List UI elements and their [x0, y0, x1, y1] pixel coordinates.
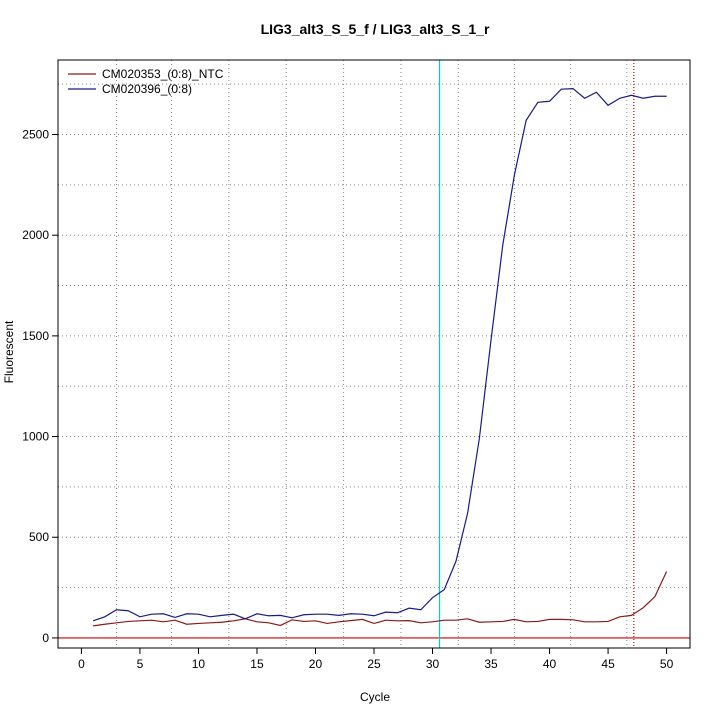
y-tick-label: 0 — [42, 631, 49, 645]
y-tick-label: 1000 — [22, 430, 49, 444]
legend-label: CM020396_(0:8) — [102, 82, 192, 96]
y-tick-label: 500 — [29, 530, 49, 544]
x-tick-label: 25 — [367, 657, 381, 671]
x-tick-label: 35 — [484, 657, 498, 671]
x-tick-label: 15 — [250, 657, 264, 671]
x-tick-label: 0 — [78, 657, 85, 671]
x-axis: 0 5 10 15 20 25 30 35 40 45 50 — [78, 647, 674, 671]
x-tick-label: 5 — [137, 657, 144, 671]
y-tick-label: 2000 — [22, 228, 49, 242]
y-axis: 0 500 1000 1500 2000 2500 — [22, 128, 59, 645]
series-line-2 — [92, 87, 667, 622]
x-tick-label: 45 — [601, 657, 615, 671]
x-tick-label: 40 — [543, 657, 557, 671]
x-tick-label: 20 — [309, 657, 323, 671]
legend-label: CM020353_(0:8)_NTC — [102, 67, 224, 81]
y-tick-label: 2500 — [22, 128, 49, 142]
y-tick-label: 1500 — [22, 329, 49, 343]
x-tick-label: 10 — [192, 657, 206, 671]
plot-frame — [57, 59, 691, 649]
x-tick-label: 30 — [426, 657, 440, 671]
x-axis-label: Cycle — [360, 690, 390, 704]
reference-lines — [58, 60, 690, 648]
series-line-1 — [93, 571, 668, 627]
x-tick-label: 50 — [660, 657, 674, 671]
y-axis-label: Fluorescent — [2, 320, 16, 383]
chart-title: LIG3_alt3_S_5_f / LIG3_alt3_S_1_r — [261, 21, 490, 37]
series-lines — [92, 87, 668, 627]
grid — [58, 60, 690, 648]
